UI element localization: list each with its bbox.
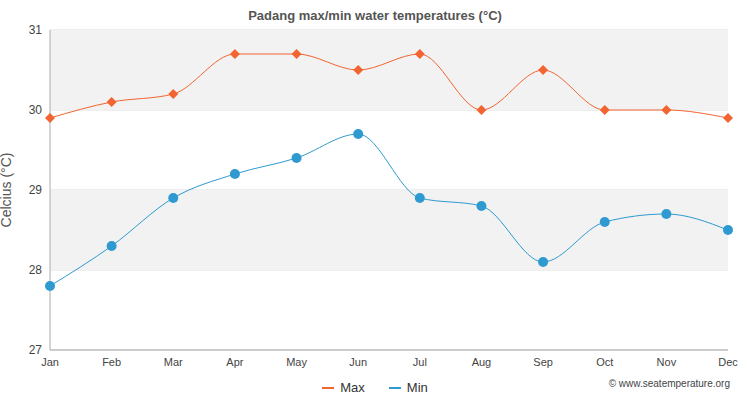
html-text:Padang max/min water temperatu: Padang max/min water temperatures (°C) — [248, 8, 502, 23]
svg-text:Oct: Oct — [596, 356, 613, 368]
svg-text:Apr: Apr — [226, 356, 243, 368]
html-text:Max: Max — [340, 380, 365, 395]
svg-text:28: 28 — [29, 263, 43, 277]
svg-text:May: May — [286, 356, 307, 368]
svg-text:27: 27 — [29, 343, 43, 357]
svg-text:Jul: Jul — [413, 356, 427, 368]
html-text:© www.seatemperature.org: © www.seatemperature.org — [608, 378, 730, 389]
svg-text:31: 31 — [29, 23, 43, 37]
svg-text:Celcius (°C): Celcius (°C) — [0, 153, 14, 228]
svg-text:29: 29 — [29, 183, 43, 197]
svg-text:Dec: Dec — [718, 356, 738, 368]
svg-text:30: 30 — [29, 103, 43, 117]
svg-text:Jan: Jan — [41, 356, 59, 368]
svg-text:Sep: Sep — [533, 356, 553, 368]
svg-text:Mar: Mar — [164, 356, 183, 368]
svg-text:Nov: Nov — [657, 356, 677, 368]
svg-text:Aug: Aug — [472, 356, 492, 368]
svg-text:Feb: Feb — [102, 356, 121, 368]
html-text:Min: Min — [406, 380, 428, 395]
svg-text:Jun: Jun — [349, 356, 367, 368]
